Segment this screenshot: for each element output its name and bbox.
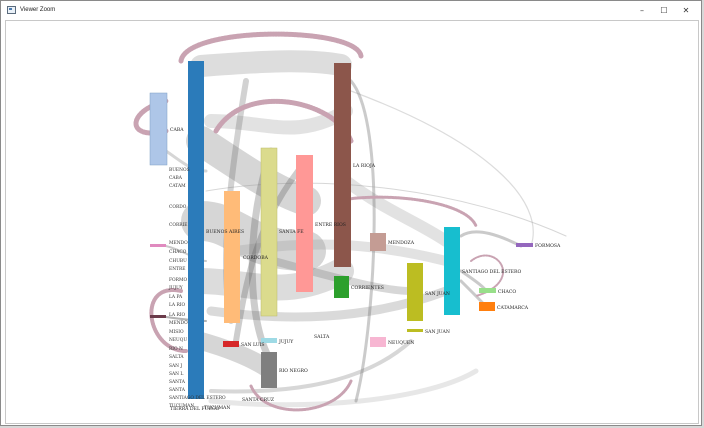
label-santa-cruz: SANTA CRUZ xyxy=(242,397,275,403)
label-cordoba: CORDOBA xyxy=(243,255,269,261)
flow-graph[interactable]: CABA BUENOS AIRES CORDOBA SANTA FE ENTRE… xyxy=(6,21,698,423)
left-target-label: CABA xyxy=(169,176,183,181)
label-san-juan-small: SAN JUAN xyxy=(425,329,450,335)
self-loop-edge xyxy=(178,31,364,64)
left-target-label: MENDO xyxy=(169,321,188,326)
title-bar[interactable]: Viewer Zoom – ☐ ✕ xyxy=(1,1,701,19)
left-label-column: BUENOS CABA CATAM CORDO CORRIE MENDO CHACO CHUB… xyxy=(168,168,226,409)
close-button[interactable]: ✕ xyxy=(682,5,690,15)
left-target-label: RIO N xyxy=(169,347,183,352)
flow-edge xyxy=(349,79,376,403)
flow-edge xyxy=(459,230,523,248)
label-chaco: CHACO xyxy=(498,289,516,295)
node-mendoza-left[interactable] xyxy=(150,244,166,247)
node-san-juan[interactable] xyxy=(407,263,423,321)
flow-edge xyxy=(186,126,321,216)
left-target-label: MENDO xyxy=(169,241,188,246)
left-target-label: BUENOS xyxy=(169,168,190,173)
node-buenos-aires[interactable] xyxy=(188,61,204,399)
flow-edge xyxy=(209,339,413,394)
left-target-label: SALTA xyxy=(169,355,184,360)
left-target-label: SANTIAGO DEL ESTERO xyxy=(169,396,226,401)
left-target-label: NEUQU xyxy=(169,338,187,343)
label-santiago-del-estero: SANTIAGO DEL ESTERO xyxy=(462,269,521,275)
left-target-label: TUCUMAN xyxy=(169,404,194,409)
label-tierra-del-fuego: TIERRA DEL FUEGO xyxy=(170,406,220,412)
left-target-label: SANTA xyxy=(169,388,186,393)
label-tucuman: TUCUMAN xyxy=(204,405,230,411)
node-caba[interactable] xyxy=(149,92,168,166)
label-salta: SALTA xyxy=(314,334,330,340)
left-target-label: ENTRE xyxy=(169,267,186,272)
graph-canvas[interactable]: CABA BUENOS AIRES CORDOBA SANTA FE ENTRE… xyxy=(5,20,699,424)
left-target-label: CORDO xyxy=(169,205,187,210)
left-target-label: SANTA xyxy=(169,380,186,385)
window-controls: – ☐ ✕ xyxy=(631,1,697,19)
flow-edge xyxy=(205,182,567,237)
node-labels: CABA BUENOS AIRES CORDOBA SANTA FE ENTRE… xyxy=(170,127,561,412)
node-mendoza[interactable] xyxy=(370,233,386,251)
node-san-juan-small[interactable] xyxy=(407,329,423,332)
left-target-label: LA RIO xyxy=(169,303,186,308)
node-corrientes[interactable] xyxy=(334,276,349,298)
left-target-label: LA PA xyxy=(169,295,183,300)
node-neuquen[interactable] xyxy=(370,337,386,347)
left-target-label: CHUBU xyxy=(169,259,187,264)
minimize-button[interactable]: – xyxy=(640,5,644,15)
left-target-label: SAN L xyxy=(169,372,183,377)
flow-edge xyxy=(350,90,534,247)
label-santa-fe: SANTA FE xyxy=(279,229,304,235)
label-mendoza: MENDOZA xyxy=(388,240,415,246)
flow-edge xyxy=(181,201,326,271)
left-target-label: MISIO xyxy=(169,330,184,335)
label-formosa: FORMOSA xyxy=(535,243,561,249)
left-target-label: CATAM xyxy=(169,184,186,189)
node-entre-rios[interactable] xyxy=(296,155,313,292)
node-formosa[interactable] xyxy=(516,243,533,247)
window-title: Viewer Zoom xyxy=(20,7,56,13)
maximize-button[interactable]: ☐ xyxy=(660,5,668,15)
node-san-luis[interactable] xyxy=(223,341,239,347)
node-catamarca[interactable] xyxy=(479,302,495,311)
left-target-label: JUJUY xyxy=(168,286,183,291)
node-cordoba[interactable] xyxy=(224,191,240,323)
flow-edge xyxy=(340,175,452,247)
node-santiago-del-estero[interactable] xyxy=(444,227,460,315)
label-entre-rios: ENTRE RIOS xyxy=(315,222,346,228)
label-jujuy: JUJUY xyxy=(278,339,294,345)
label-buenos-aires: BUENOS AIRES xyxy=(206,229,244,235)
label-corrientes: CORRIENTES xyxy=(351,285,384,291)
app-icon xyxy=(7,6,16,14)
nodes xyxy=(149,61,533,399)
label-san-juan: SAN JUAN xyxy=(425,291,450,297)
label-caba: CABA xyxy=(170,127,184,133)
node-chaco[interactable] xyxy=(479,288,496,293)
node-jujuy[interactable] xyxy=(261,338,277,343)
label-neuquen: NEUQUEN xyxy=(388,340,414,346)
flow-edge xyxy=(190,50,352,77)
left-target-label: SAN J xyxy=(169,364,182,369)
left-target-label: CHACO xyxy=(169,250,187,255)
label-san-luis: SAN LUIS xyxy=(241,342,265,348)
node-la-pampa[interactable] xyxy=(150,315,166,318)
left-target-label: LA RIO xyxy=(169,313,186,318)
left-target-label: CORRIE xyxy=(169,223,188,228)
self-loop-edge xyxy=(249,379,353,412)
left-target-label: FORMO xyxy=(169,278,187,283)
flow-edge xyxy=(208,368,479,408)
node-santa-fe[interactable] xyxy=(260,147,278,317)
node-la-rioja[interactable] xyxy=(334,63,351,267)
self-loop-edge xyxy=(334,195,478,228)
label-la-rioja: LA RIOJA xyxy=(353,163,376,169)
label-catamarca: CATAMARCA xyxy=(497,305,529,311)
node-rio-negro[interactable] xyxy=(261,352,277,388)
label-rio-negro: RIO NEGRO xyxy=(279,368,308,374)
